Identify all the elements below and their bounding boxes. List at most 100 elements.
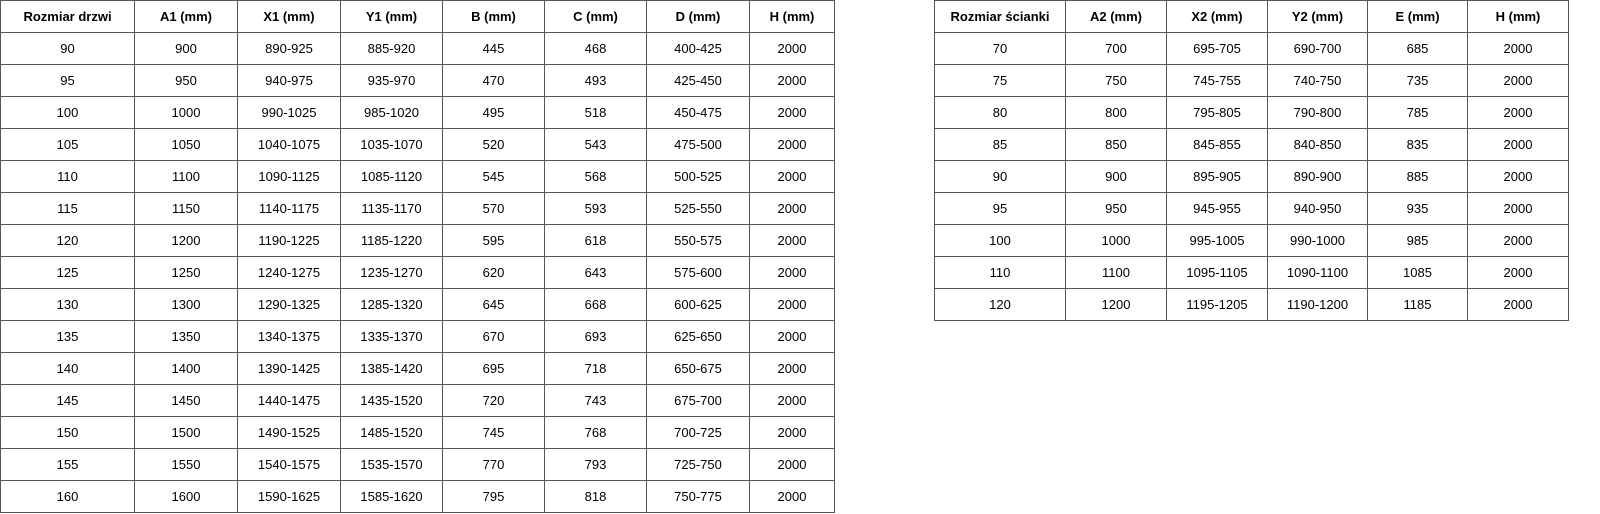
table-cell: 985 (1367, 224, 1468, 257)
table-cell: 400-425 (646, 32, 750, 65)
table-cell: 845-855 (1166, 128, 1268, 161)
table-cell: 125 (0, 256, 135, 289)
table-cell: 670 (442, 320, 545, 353)
table-cell: 995-1005 (1166, 224, 1268, 257)
table-cell: 2000 (749, 64, 835, 97)
table-cell: 1200 (1065, 288, 1167, 321)
table-row: 90 900 890-925 885-920 445 468 400-425 2000 (0, 32, 835, 65)
table-cell: 105 (0, 128, 135, 161)
table-cell: 625-650 (646, 320, 750, 353)
table-cell: 2000 (749, 416, 835, 449)
table-cell: 690-700 (1267, 32, 1368, 65)
table-row: 105 1050 1040-1075 1035-1070 520 543 475-500 20… (0, 128, 835, 161)
table-cell: 1140-1175 (237, 192, 341, 225)
table-cell: 500-525 (646, 160, 750, 193)
table-cell: 890-925 (237, 32, 341, 65)
table-cell: 85 (934, 128, 1066, 161)
table-cell: 745 (442, 416, 545, 449)
table-row: 110 1100 1090-1125 1085-1120 545 568 500-525 20… (0, 160, 835, 193)
table-row: 130 1300 1290-1325 1285-1320 645 668 600-625 20… (0, 288, 835, 321)
table-row: 95 950 940-975 935-970 470 493 425-450 2000 (0, 64, 835, 97)
table-cell: 1390-1425 (237, 352, 341, 385)
table-cell: 1340-1375 (237, 320, 341, 353)
table-cell: 743 (544, 384, 647, 417)
table-cell: 1350 (134, 320, 238, 353)
table-cell: 120 (0, 224, 135, 257)
table-cell: 600-625 (646, 288, 750, 321)
column-header: B (mm) (442, 0, 545, 33)
column-header: H (mm) (749, 0, 835, 33)
column-header: Rozmiar drzwi (0, 0, 135, 33)
table-row: 70 700 695-705 690-700 685 2000 (934, 32, 1569, 65)
table-cell: 1490-1525 (237, 416, 341, 449)
table-cell: 445 (442, 32, 545, 65)
table-cell: 935 (1367, 192, 1468, 225)
table-cell: 1040-1075 (237, 128, 341, 161)
table-cell: 543 (544, 128, 647, 161)
table-cell: 990-1000 (1267, 224, 1368, 257)
table-cell: 675-700 (646, 384, 750, 417)
table-cell: 685 (1367, 32, 1468, 65)
header-row: Rozmiar drzwi A1 (mm) X1 (mm) Y1 (mm) B (mm)… (0, 0, 835, 33)
table-cell: 1285-1320 (340, 288, 443, 321)
table-cell: 115 (0, 192, 135, 225)
table-cell: 1485-1520 (340, 416, 443, 449)
table-cell: 425-450 (646, 64, 750, 97)
table-cell: 2000 (1467, 128, 1569, 161)
table-cell: 520 (442, 128, 545, 161)
table-cell: 768 (544, 416, 647, 449)
table-row: 155 1550 1540-1575 1535-1570 770 793 725-750 20… (0, 448, 835, 481)
table-cell: 2000 (1467, 64, 1569, 97)
column-header: A1 (mm) (134, 0, 238, 33)
table-cell: 885-920 (340, 32, 443, 65)
table-cell: 2000 (1467, 192, 1569, 225)
table-cell: 140 (0, 352, 135, 385)
table-cell: 1600 (134, 480, 238, 513)
table-cell: 1250 (134, 256, 238, 289)
table-cell: 700-725 (646, 416, 750, 449)
table-cell: 1100 (134, 160, 238, 193)
table-cell: 1535-1570 (340, 448, 443, 481)
table-cell: 895-905 (1166, 160, 1268, 193)
table-cell: 1550 (134, 448, 238, 481)
table-cell: 1100 (1065, 256, 1167, 289)
table-cell: 95 (0, 64, 135, 97)
table-row: 140 1400 1390-1425 1385-1420 695 718 650-675 20… (0, 352, 835, 385)
table-cell: 720 (442, 384, 545, 417)
table-row: 145 1450 1440-1475 1435-1520 720 743 675-700 20… (0, 384, 835, 417)
table-cell: 570 (442, 192, 545, 225)
table-cell: 90 (934, 160, 1066, 193)
table-cell: 95 (934, 192, 1066, 225)
table-cell: 1190-1200 (1267, 288, 1368, 321)
table-row: 95 950 945-955 940-950 935 2000 (934, 192, 1569, 225)
wall-size-table: Rozmiar ścianki A2 (mm) X2 (mm) Y2 (mm) E (m… (934, 0, 1569, 321)
column-header: D (mm) (646, 0, 750, 33)
table-cell: 1000 (1065, 224, 1167, 257)
table-cell: 70 (934, 32, 1066, 65)
table-cell: 795-805 (1166, 96, 1268, 129)
table-cell: 1200 (134, 224, 238, 257)
table-cell: 2000 (749, 352, 835, 385)
table-cell: 80 (934, 96, 1066, 129)
table-cell: 718 (544, 352, 647, 385)
table-cell: 1185 (1367, 288, 1468, 321)
table-cell: 1095-1105 (1166, 256, 1268, 289)
table-cell: 1085-1120 (340, 160, 443, 193)
table-cell: 1090-1100 (1267, 256, 1368, 289)
table-cell: 145 (0, 384, 135, 417)
table-row: 125 1250 1240-1275 1235-1270 620 643 575-600 20… (0, 256, 835, 289)
table-cell: 160 (0, 480, 135, 513)
table-cell: 450-475 (646, 96, 750, 129)
table-cell: 750-775 (646, 480, 750, 513)
table-cell: 750 (1065, 64, 1167, 97)
table-cell: 950 (134, 64, 238, 97)
table-cell: 525-550 (646, 192, 750, 225)
table-cell: 950 (1065, 192, 1167, 225)
table-cell: 900 (134, 32, 238, 65)
table-cell: 1150 (134, 192, 238, 225)
table-cell: 985-1020 (340, 96, 443, 129)
table-cell: 100 (934, 224, 1066, 257)
table-cell: 475-500 (646, 128, 750, 161)
table-cell: 1190-1225 (237, 224, 341, 257)
table-cell: 1385-1420 (340, 352, 443, 385)
